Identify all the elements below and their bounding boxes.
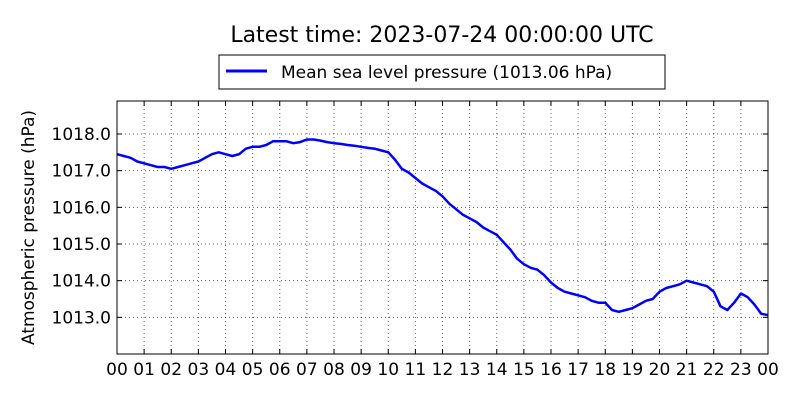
chart-title: Latest time: 2023-07-24 00:00:00 UTC [230, 23, 653, 48]
y-tick-label: 1015.0 [52, 235, 111, 255]
x-tick-label: 17 [567, 360, 589, 380]
y-tick-labels: 1013.0 1014.0 1015.0 1016.0 1017.0 1018.0 [52, 125, 111, 328]
x-tick-label: 12 [432, 360, 454, 380]
x-tick-label: 05 [242, 360, 264, 380]
x-tick-label: 02 [160, 360, 182, 380]
x-tick-label: 07 [296, 360, 318, 380]
x-tick-labels: 00 01 02 03 04 05 06 07 08 09 10 11 12 13 14 15 16 17 18 19… [106, 360, 779, 380]
x-tick-label: 10 [377, 360, 399, 380]
x-tick-label: 23 [730, 360, 752, 380]
x-tick-label: 00 [106, 360, 128, 380]
x-tick-label: 21 [676, 360, 698, 380]
grid-lines [117, 101, 768, 354]
legend-label: Mean sea level pressure (1013.06 hPa) [281, 63, 612, 83]
x-tick-label: 11 [405, 360, 427, 380]
x-tick-label: 18 [594, 360, 616, 380]
x-tick-label: 19 [622, 360, 644, 380]
x-tick-label: 04 [215, 360, 237, 380]
y-tick-label: 1016.0 [52, 198, 111, 218]
legend-box [218, 54, 666, 90]
x-tick-label: 06 [269, 360, 291, 380]
y-tick-label: 1017.0 [52, 162, 111, 182]
x-tick-label: 15 [513, 360, 535, 380]
x-tick-label: 22 [703, 360, 725, 380]
x-tick-label: 13 [459, 360, 481, 380]
series-line-mean-sea-level-pressure [116, 138, 769, 317]
x-tick-label: 00 [757, 360, 779, 380]
x-tick-label: 08 [323, 360, 345, 380]
x-tick-label: 16 [540, 360, 562, 380]
y-axis-label: Atmospheric pressure (hPa) [19, 110, 39, 345]
x-tick-label: 14 [486, 360, 508, 380]
axis-ticks [116, 101, 769, 354]
x-tick-label: 20 [649, 360, 671, 380]
x-tick-label: 09 [350, 360, 372, 380]
y-tick-label: 1018.0 [52, 125, 111, 145]
plot-frame [116, 100, 769, 355]
legend: Mean sea level pressure (1013.06 hPa) [218, 54, 666, 90]
x-tick-label: 03 [188, 360, 210, 380]
x-tick-label: 01 [133, 360, 155, 380]
y-tick-label: 1013.0 [52, 308, 111, 328]
y-tick-label: 1014.0 [52, 272, 111, 292]
